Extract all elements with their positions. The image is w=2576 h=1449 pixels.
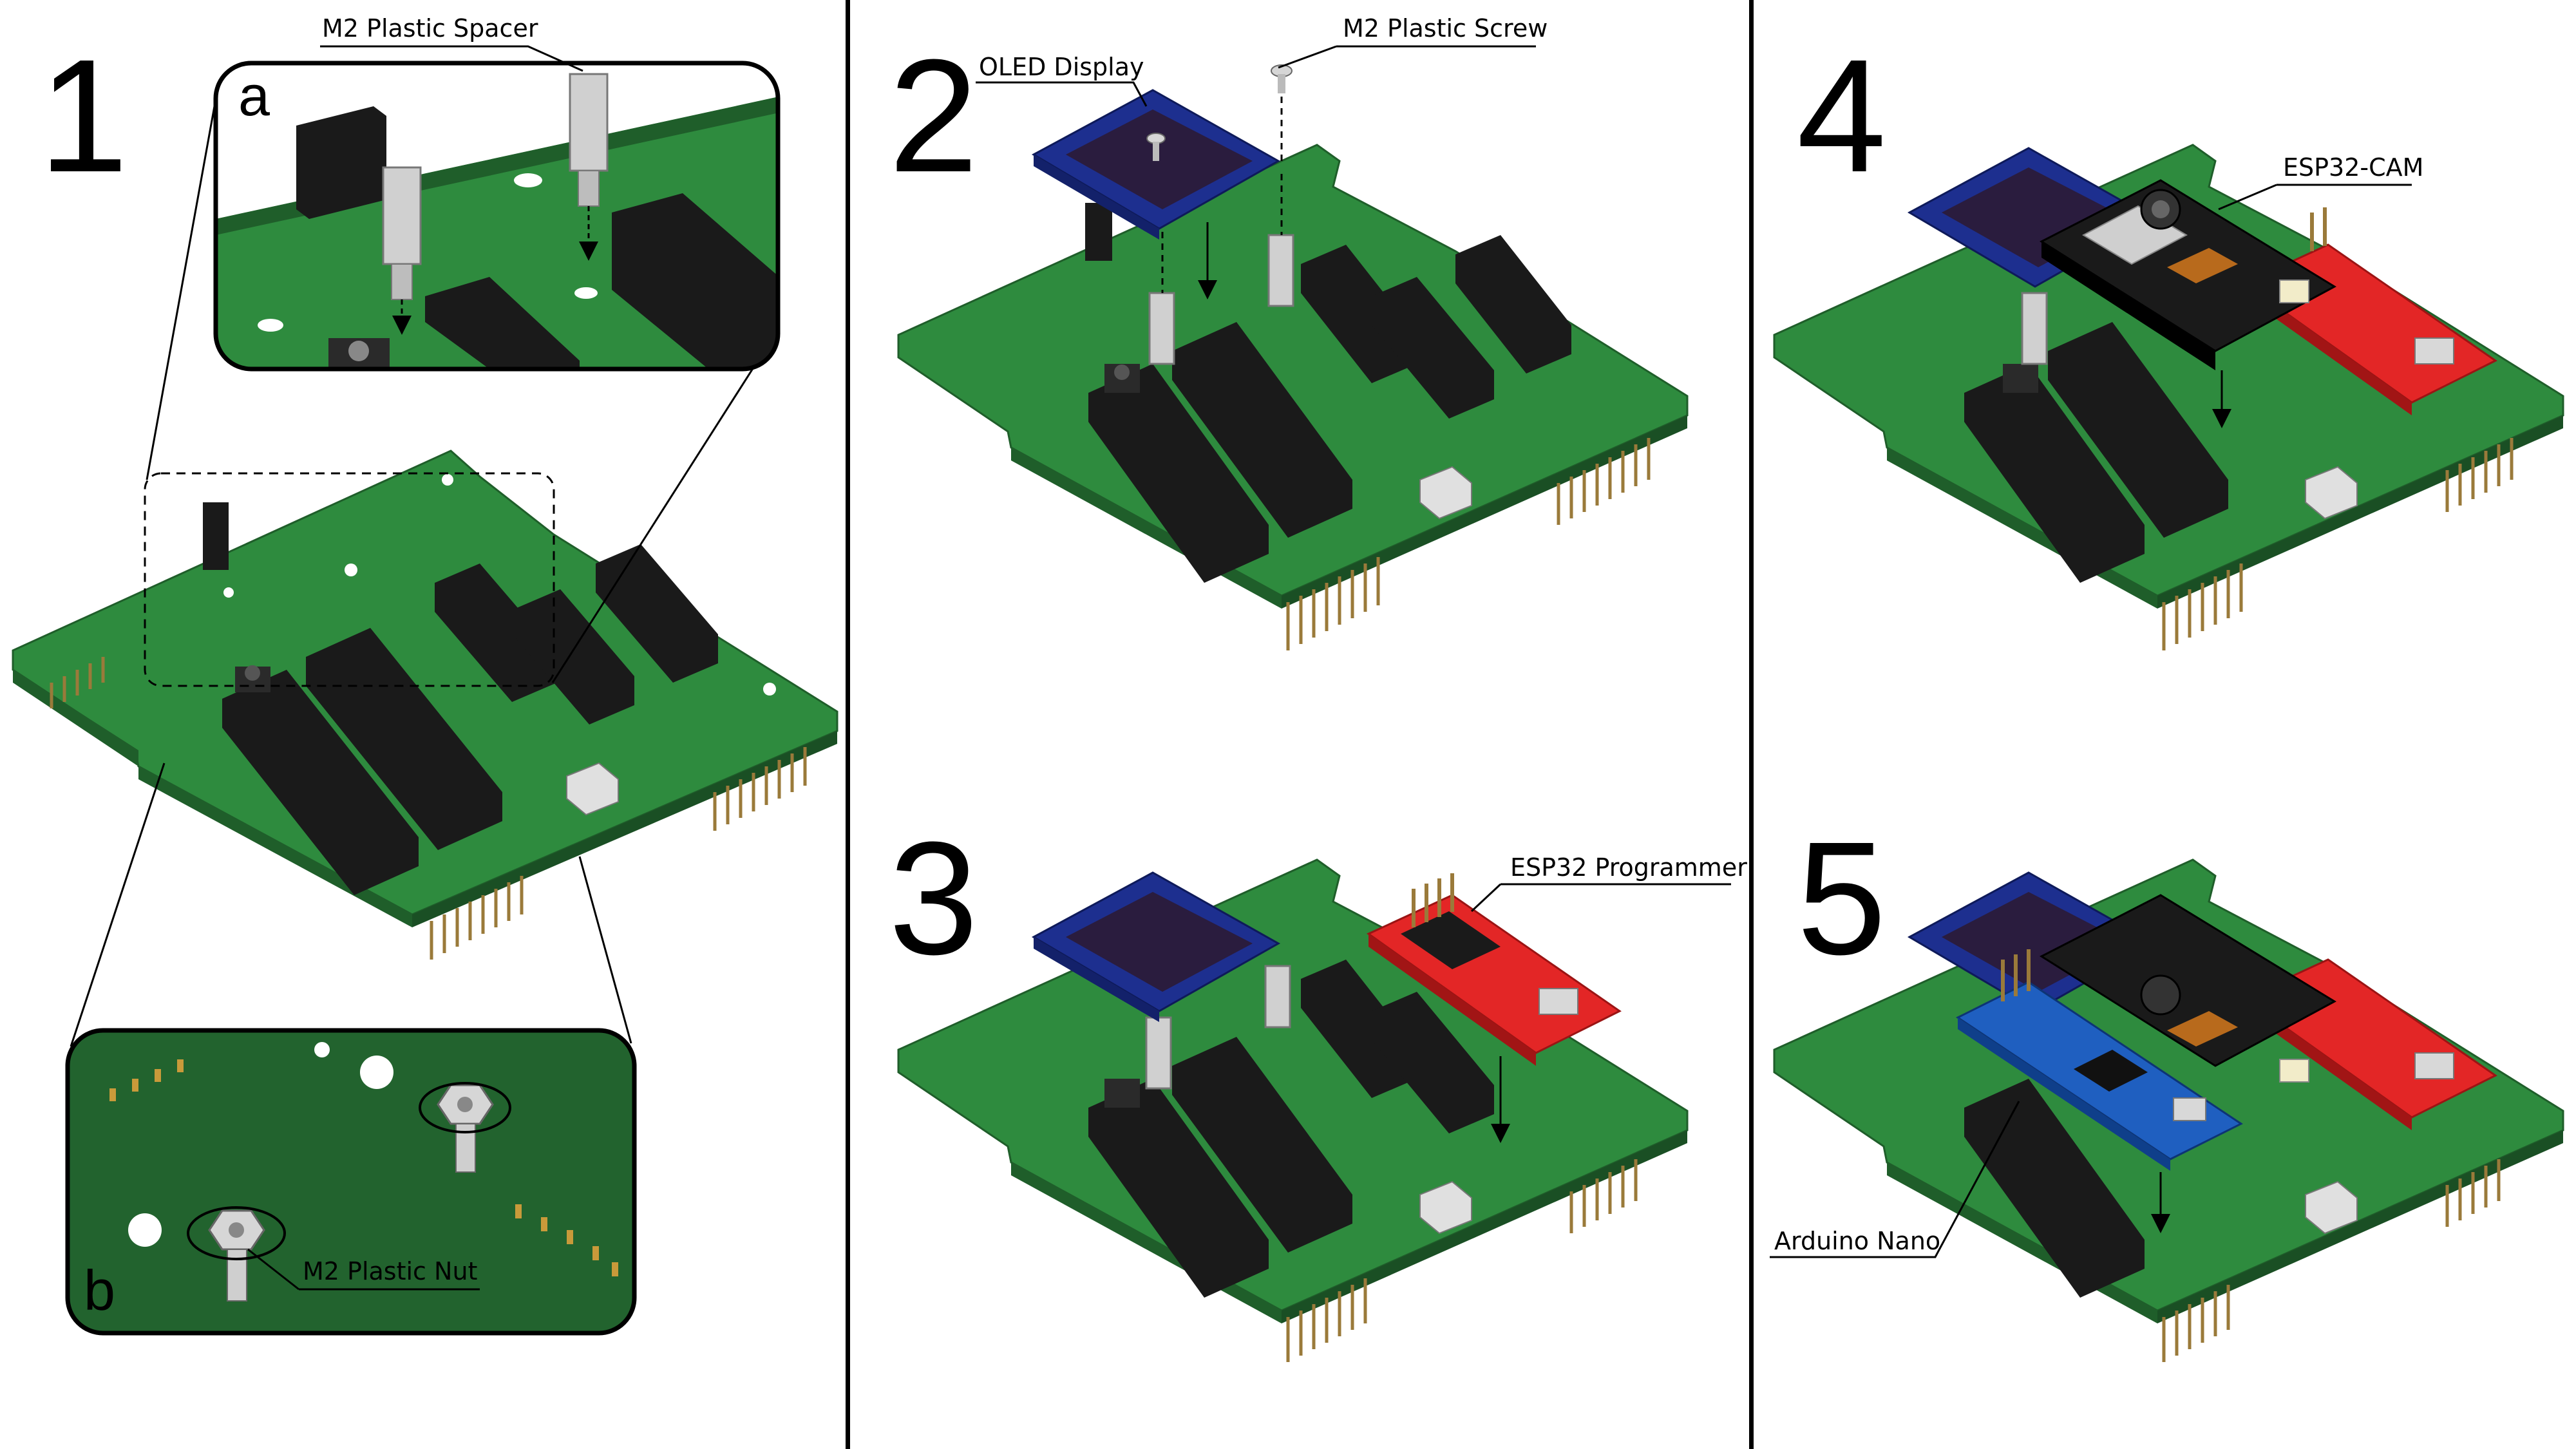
step2-board — [897, 64, 1689, 650]
divider-left — [846, 0, 850, 1449]
step4-board — [1773, 144, 2564, 650]
label-m2-plastic-screw: M2 Plastic Screw — [1343, 14, 1548, 43]
step-number-3: 3 — [889, 808, 979, 988]
label-m2-plastic-spacer: M2 Plastic Spacer — [322, 14, 538, 43]
zoom-lines — [70, 106, 761, 1047]
label-oled-display: OLED Display — [979, 53, 1144, 81]
callout-leaders — [247, 45, 2412, 1291]
step3-board — [897, 858, 1689, 1362]
inset-label-b: b — [84, 1258, 115, 1322]
label-m2-plastic-nut: M2 Plastic Nut — [303, 1257, 478, 1285]
step-number-4: 4 — [1797, 26, 1887, 205]
step1-board — [12, 450, 838, 960]
label-esp32-cam: ESP32-CAM — [2283, 153, 2424, 182]
divider-right — [1749, 0, 1754, 1449]
label-arduino-nano: Arduino Nano — [1774, 1227, 1941, 1255]
step-number-5: 5 — [1797, 808, 1887, 988]
inset-label-a: a — [238, 64, 270, 128]
step-number-1: 1 — [39, 26, 129, 205]
inset-a — [213, 61, 781, 372]
step5-board — [1773, 858, 2564, 1362]
inset-b — [65, 1028, 637, 1336]
label-esp32-programmer: ESP32 Programmer — [1510, 853, 1747, 882]
step-number-2: 2 — [889, 26, 979, 205]
